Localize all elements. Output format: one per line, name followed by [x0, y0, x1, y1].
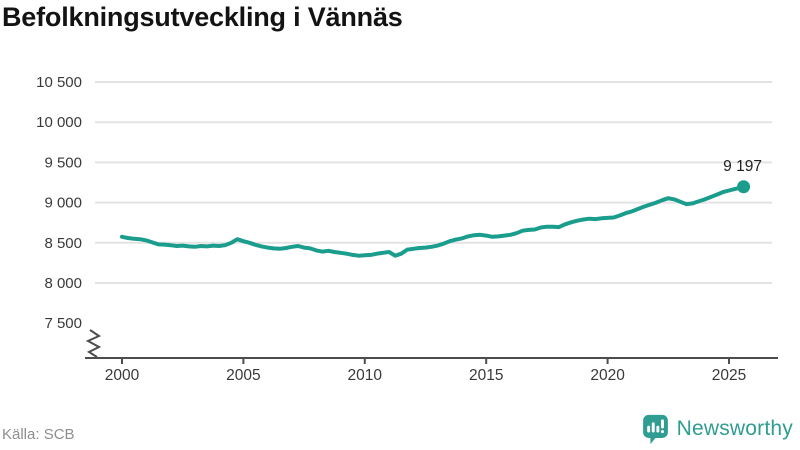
x-axis-tick-label: 2010 — [348, 367, 383, 384]
newsworthy-logo-text: Newsworthy — [676, 417, 793, 440]
y-axis-tick-label: 7 500 — [44, 315, 82, 332]
x-axis-tick-label: 2000 — [105, 367, 140, 384]
source-attribution: Källa: SCB — [2, 426, 75, 443]
y-axis-tick-label: 9 000 — [44, 195, 82, 212]
x-axis-tick-label: 2025 — [712, 367, 746, 384]
y-axis-tick-label: 10 500 — [36, 74, 82, 91]
y-axis-tick-label: 9 500 — [44, 154, 82, 171]
y-axis-tick-label: 8 500 — [44, 235, 82, 252]
page-title: Befolkningsutveckling i Vännäs — [2, 2, 403, 32]
x-axis-tick-label: 2020 — [590, 367, 625, 384]
newsworthy-branding: Newsworthy — [642, 413, 793, 445]
x-axis-tick-label: 2015 — [469, 367, 503, 384]
y-axis-break-icon — [85, 329, 102, 358]
series-end-dot — [737, 180, 751, 194]
x-axis-tick-label: 2005 — [226, 367, 260, 384]
y-axis-tick-label: 8 000 — [44, 275, 82, 292]
series-end-value-label: 9 197 — [723, 158, 762, 175]
y-axis-tick-label: 10 000 — [36, 114, 82, 131]
newsworthy-logo-icon — [642, 414, 669, 445]
population-series-line — [120, 184, 746, 258]
